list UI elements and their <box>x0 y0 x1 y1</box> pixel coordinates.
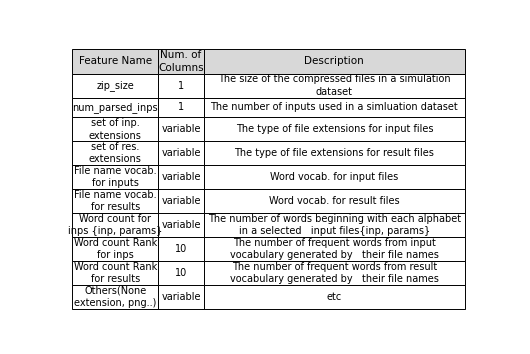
Text: set of res.
extensions: set of res. extensions <box>89 142 142 165</box>
Text: zip_size: zip_size <box>96 80 134 91</box>
Text: etc: etc <box>326 292 342 302</box>
Text: File name vocab.
for results: File name vocab. for results <box>74 190 156 212</box>
Text: The type of file extensions for result files: The type of file extensions for result f… <box>234 148 434 158</box>
Bar <box>204 261 465 285</box>
Text: variable: variable <box>161 196 201 206</box>
Text: The number of frequent words from result
vocabulary generated by   their file na: The number of frequent words from result… <box>230 262 439 284</box>
Bar <box>73 189 158 213</box>
Bar <box>158 98 204 117</box>
Bar <box>73 74 158 98</box>
Bar <box>73 237 158 261</box>
Bar <box>73 98 158 117</box>
Bar <box>158 213 204 237</box>
Bar <box>204 213 465 237</box>
Bar <box>73 285 158 309</box>
Text: variable: variable <box>161 148 201 158</box>
Bar <box>158 48 204 74</box>
Bar <box>158 74 204 98</box>
Bar <box>73 213 158 237</box>
Text: The number of inputs used in a simluation dataset: The number of inputs used in a simluatio… <box>210 102 458 113</box>
Bar <box>204 165 465 189</box>
Bar <box>204 74 465 98</box>
Bar <box>158 141 204 165</box>
Bar <box>158 261 204 285</box>
Bar <box>204 98 465 117</box>
Text: 1: 1 <box>178 81 184 91</box>
Text: variable: variable <box>161 292 201 302</box>
Text: The size of the compressed files in a simulation
dataset: The size of the compressed files in a si… <box>218 74 450 97</box>
Bar <box>158 285 204 309</box>
Bar <box>73 117 158 141</box>
Text: The number of frequent words from input
vocabulary generated by   their file nam: The number of frequent words from input … <box>230 238 439 261</box>
Text: Feature Name: Feature Name <box>79 56 152 66</box>
Text: File name vocab.
for inputs: File name vocab. for inputs <box>74 166 156 188</box>
Text: Num. of
Columns: Num. of Columns <box>158 50 204 73</box>
Bar <box>158 117 204 141</box>
Text: The number of words beginning with each alphabet
in a selected   input files{inp: The number of words beginning with each … <box>208 213 461 236</box>
Text: The type of file extensions for input files: The type of file extensions for input fi… <box>236 124 433 134</box>
Bar <box>158 165 204 189</box>
Text: 1: 1 <box>178 102 184 113</box>
Text: variable: variable <box>161 124 201 134</box>
Text: set of inp.
extensions: set of inp. extensions <box>89 118 142 141</box>
Text: Word vocab. for input files: Word vocab. for input files <box>270 172 399 182</box>
Bar <box>204 48 465 74</box>
Text: Others(None
extension, png..): Others(None extension, png..) <box>74 286 156 308</box>
Bar <box>73 141 158 165</box>
Text: Word count Rank
for inps: Word count Rank for inps <box>74 238 157 261</box>
Bar <box>158 189 204 213</box>
Text: variable: variable <box>161 172 201 182</box>
Text: Description: Description <box>305 56 364 66</box>
Text: 10: 10 <box>175 244 187 254</box>
Bar <box>73 48 158 74</box>
Bar <box>158 237 204 261</box>
Bar <box>73 261 158 285</box>
Text: 10: 10 <box>175 268 187 278</box>
Text: Word vocab. for result files: Word vocab. for result files <box>269 196 400 206</box>
Bar <box>204 237 465 261</box>
Bar <box>204 285 465 309</box>
Bar <box>204 189 465 213</box>
Text: num_parsed_inps: num_parsed_inps <box>73 102 158 113</box>
Text: Word count for
inps {inp, params}: Word count for inps {inp, params} <box>68 213 163 236</box>
Text: Word count Rank
for results: Word count Rank for results <box>74 262 157 284</box>
Text: variable: variable <box>161 220 201 230</box>
Bar <box>204 117 465 141</box>
Bar <box>73 165 158 189</box>
Bar <box>204 141 465 165</box>
